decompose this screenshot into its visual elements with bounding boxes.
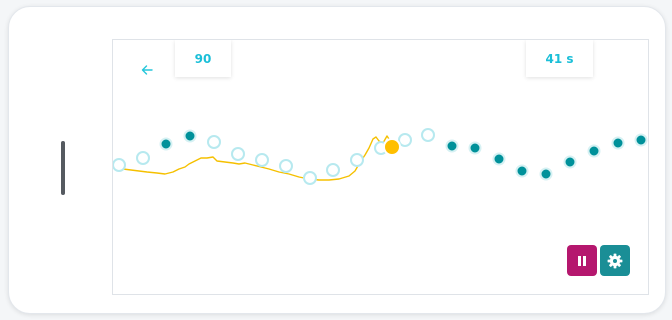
home-indicator xyxy=(61,141,65,195)
pause-icon xyxy=(578,255,586,266)
path-marker xyxy=(113,158,126,172)
settings-button[interactable] xyxy=(600,245,630,276)
gear-icon xyxy=(607,253,623,268)
path-marker xyxy=(255,153,269,167)
collected-marker xyxy=(515,164,529,178)
timer-display: 41 s xyxy=(526,40,593,77)
collected-marker xyxy=(159,137,173,151)
path-marker xyxy=(279,159,293,173)
path-marker xyxy=(303,171,317,185)
path-marker xyxy=(326,163,340,177)
game-screen: 90 41 s xyxy=(112,39,649,295)
tracing-canvas[interactable] xyxy=(113,40,649,295)
collected-marker xyxy=(611,136,625,150)
collected-marker xyxy=(468,141,482,155)
device-frame: 90 41 s xyxy=(8,6,666,314)
trace-line xyxy=(114,135,392,181)
path-marker xyxy=(207,135,221,149)
collected-marker xyxy=(445,139,459,153)
score-display: 90 xyxy=(175,40,231,77)
path-marker xyxy=(231,147,245,161)
cursor-dot[interactable] xyxy=(383,138,401,156)
back-button[interactable] xyxy=(137,60,157,80)
path-marker xyxy=(350,153,364,167)
marker-group xyxy=(113,128,648,185)
collected-marker xyxy=(183,129,197,143)
arrow-left-icon xyxy=(141,65,153,75)
collected-marker xyxy=(587,144,601,158)
score-value: 90 xyxy=(194,51,212,66)
path-marker xyxy=(398,133,412,147)
timer-value: 41 s xyxy=(545,51,574,66)
pause-button[interactable] xyxy=(567,245,597,276)
collected-marker xyxy=(492,152,506,166)
collected-marker xyxy=(634,133,648,147)
path-marker xyxy=(136,151,150,165)
collected-marker xyxy=(563,155,577,169)
path-marker xyxy=(421,128,435,142)
collected-marker xyxy=(539,167,553,181)
